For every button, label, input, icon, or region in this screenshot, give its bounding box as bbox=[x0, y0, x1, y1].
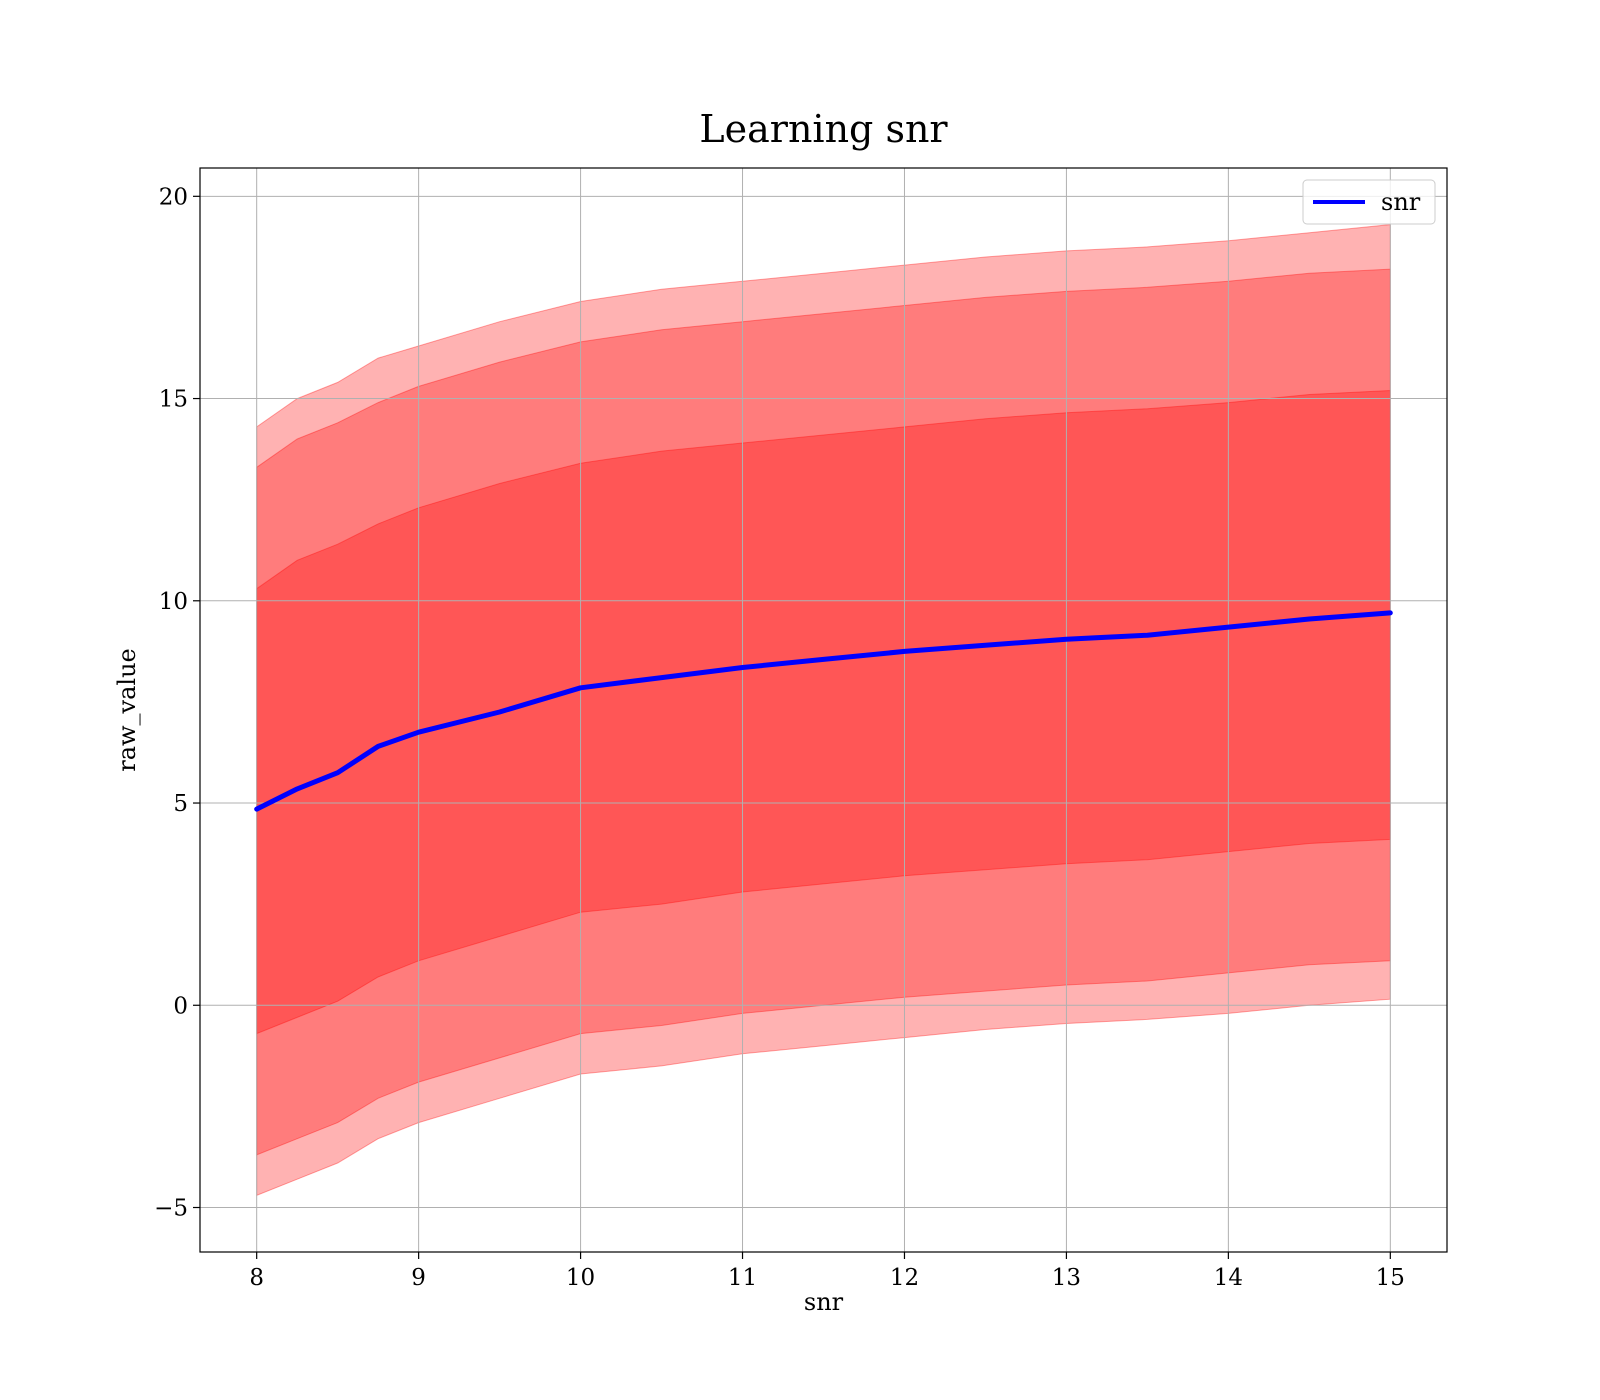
ticks-layer: 8 9 10 11 12 13 14 15 −5 0 5 10 15 20 bbox=[154, 184, 1405, 1291]
bands-layer bbox=[256, 224, 1391, 1197]
legend: snr bbox=[1302, 179, 1436, 225]
y-tick-label: 10 bbox=[159, 589, 188, 615]
y-tick-label: 15 bbox=[159, 387, 188, 413]
y-tick-label: 5 bbox=[173, 791, 188, 817]
y-axis-label: raw_value bbox=[113, 648, 141, 772]
legend-label-snr: snr bbox=[1381, 188, 1421, 216]
x-tick-label: 12 bbox=[890, 1265, 919, 1291]
y-tick-label: −5 bbox=[154, 1196, 188, 1222]
x-tick-label: 8 bbox=[249, 1265, 264, 1291]
x-axis-label: snr bbox=[804, 1288, 844, 1316]
x-tick-label: 15 bbox=[1376, 1265, 1405, 1291]
grid-layer bbox=[200, 168, 1447, 1252]
x-tick-label: 13 bbox=[1052, 1265, 1081, 1291]
x-tick-label: 9 bbox=[411, 1265, 426, 1291]
x-tick-label: 11 bbox=[728, 1265, 757, 1291]
plot-frame bbox=[199, 167, 1448, 1253]
line-layer bbox=[254, 610, 1393, 812]
legend-box bbox=[1302, 179, 1436, 225]
x-tick-label: 10 bbox=[566, 1265, 595, 1291]
chart-title: Learning snr bbox=[699, 107, 948, 151]
y-tick-label: 0 bbox=[173, 993, 188, 1019]
y-tick-label: 20 bbox=[159, 184, 188, 210]
series-line-snr bbox=[254, 610, 1393, 812]
x-tick-label: 14 bbox=[1214, 1265, 1243, 1291]
